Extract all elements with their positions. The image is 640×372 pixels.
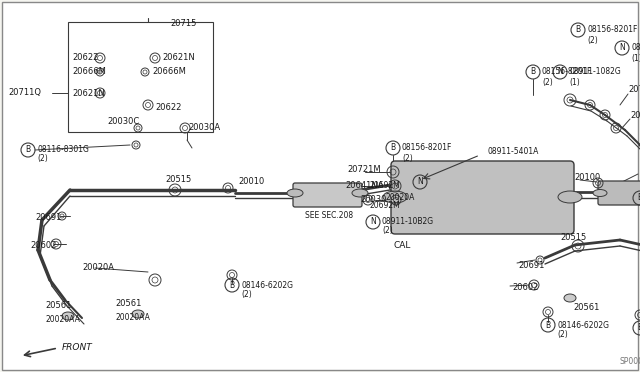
- Text: 20561: 20561: [573, 304, 600, 312]
- Text: 20030: 20030: [360, 196, 387, 205]
- Text: 20641NA: 20641NA: [345, 182, 383, 190]
- Text: (2): (2): [542, 77, 553, 87]
- Text: 08911-1082G: 08911-1082G: [631, 44, 640, 52]
- Text: 20715: 20715: [170, 19, 196, 29]
- FancyBboxPatch shape: [598, 181, 640, 205]
- Text: (1): (1): [631, 54, 640, 62]
- Text: 20692M: 20692M: [370, 180, 401, 189]
- Text: 20622: 20622: [72, 54, 99, 62]
- Text: 08911-5401A: 08911-5401A: [488, 148, 540, 157]
- Text: 20100: 20100: [574, 173, 600, 183]
- Ellipse shape: [383, 191, 407, 203]
- Text: B: B: [531, 67, 536, 77]
- Text: 20641N: 20641N: [630, 110, 640, 119]
- Ellipse shape: [558, 191, 582, 203]
- Text: 20692M: 20692M: [370, 202, 401, 211]
- Text: N: N: [417, 177, 423, 186]
- Text: B: B: [637, 324, 640, 333]
- Text: 20020AA: 20020AA: [115, 314, 150, 323]
- Text: B: B: [229, 280, 235, 289]
- Text: 20515: 20515: [560, 234, 586, 243]
- Text: 08116-8301G: 08116-8301G: [37, 145, 89, 154]
- Text: 08146-6202G: 08146-6202G: [241, 280, 293, 289]
- Text: 20666M: 20666M: [72, 67, 106, 77]
- Ellipse shape: [62, 312, 74, 320]
- Text: N: N: [619, 44, 625, 52]
- Text: 20020AA: 20020AA: [45, 315, 80, 324]
- Text: N: N: [370, 218, 376, 227]
- Text: (2): (2): [402, 154, 413, 163]
- Text: (1): (1): [569, 77, 580, 87]
- Ellipse shape: [593, 189, 607, 196]
- Text: 20561: 20561: [115, 299, 141, 308]
- Ellipse shape: [287, 189, 303, 197]
- Ellipse shape: [352, 189, 368, 197]
- Bar: [68, 22, 213, 132]
- Text: B: B: [26, 145, 31, 154]
- FancyBboxPatch shape: [391, 161, 574, 234]
- Text: 20666M: 20666M: [152, 67, 186, 77]
- Text: 20622: 20622: [155, 103, 181, 112]
- Text: 20621N: 20621N: [72, 89, 105, 97]
- Text: 08911-10B2G: 08911-10B2G: [382, 218, 434, 227]
- Text: CAL: CAL: [393, 241, 410, 250]
- Ellipse shape: [564, 294, 576, 302]
- Text: B: B: [637, 193, 640, 202]
- Text: (2): (2): [587, 35, 598, 45]
- Text: SEE SEC.208: SEE SEC.208: [305, 211, 353, 219]
- Text: 08146-6202G: 08146-6202G: [557, 321, 609, 330]
- Text: 20691: 20691: [518, 260, 545, 269]
- Text: B: B: [390, 144, 396, 153]
- Text: 08156-8201F: 08156-8201F: [542, 67, 593, 77]
- Text: 20010: 20010: [238, 177, 264, 186]
- Text: (2): (2): [557, 330, 568, 340]
- Text: 20691: 20691: [35, 214, 61, 222]
- Text: N: N: [557, 67, 563, 77]
- Text: 20741: 20741: [628, 86, 640, 94]
- Text: 20020A: 20020A: [82, 263, 114, 273]
- Text: B: B: [545, 321, 550, 330]
- Text: 20561: 20561: [45, 301, 72, 311]
- Ellipse shape: [132, 310, 144, 318]
- Text: 20602: 20602: [512, 283, 538, 292]
- Text: FRONT: FRONT: [62, 343, 93, 353]
- Text: (2): (2): [382, 227, 393, 235]
- Text: B: B: [575, 26, 580, 35]
- Text: 08911-1082G: 08911-1082G: [569, 67, 621, 77]
- Text: SP00000V: SP00000V: [620, 357, 640, 366]
- Text: 20602: 20602: [30, 241, 56, 250]
- FancyBboxPatch shape: [293, 183, 362, 207]
- Text: 20020A: 20020A: [385, 192, 414, 202]
- Text: 08156-8201F: 08156-8201F: [402, 144, 452, 153]
- Text: 20030A: 20030A: [188, 124, 220, 132]
- Text: (2): (2): [241, 289, 252, 298]
- Text: 20030C: 20030C: [107, 118, 140, 126]
- Text: 20721M: 20721M: [347, 166, 381, 174]
- Text: 20711Q: 20711Q: [8, 89, 41, 97]
- Text: 08156-8201F: 08156-8201F: [587, 26, 637, 35]
- Text: 20621N: 20621N: [162, 54, 195, 62]
- Text: 20515: 20515: [165, 176, 191, 185]
- Text: (2): (2): [37, 154, 48, 163]
